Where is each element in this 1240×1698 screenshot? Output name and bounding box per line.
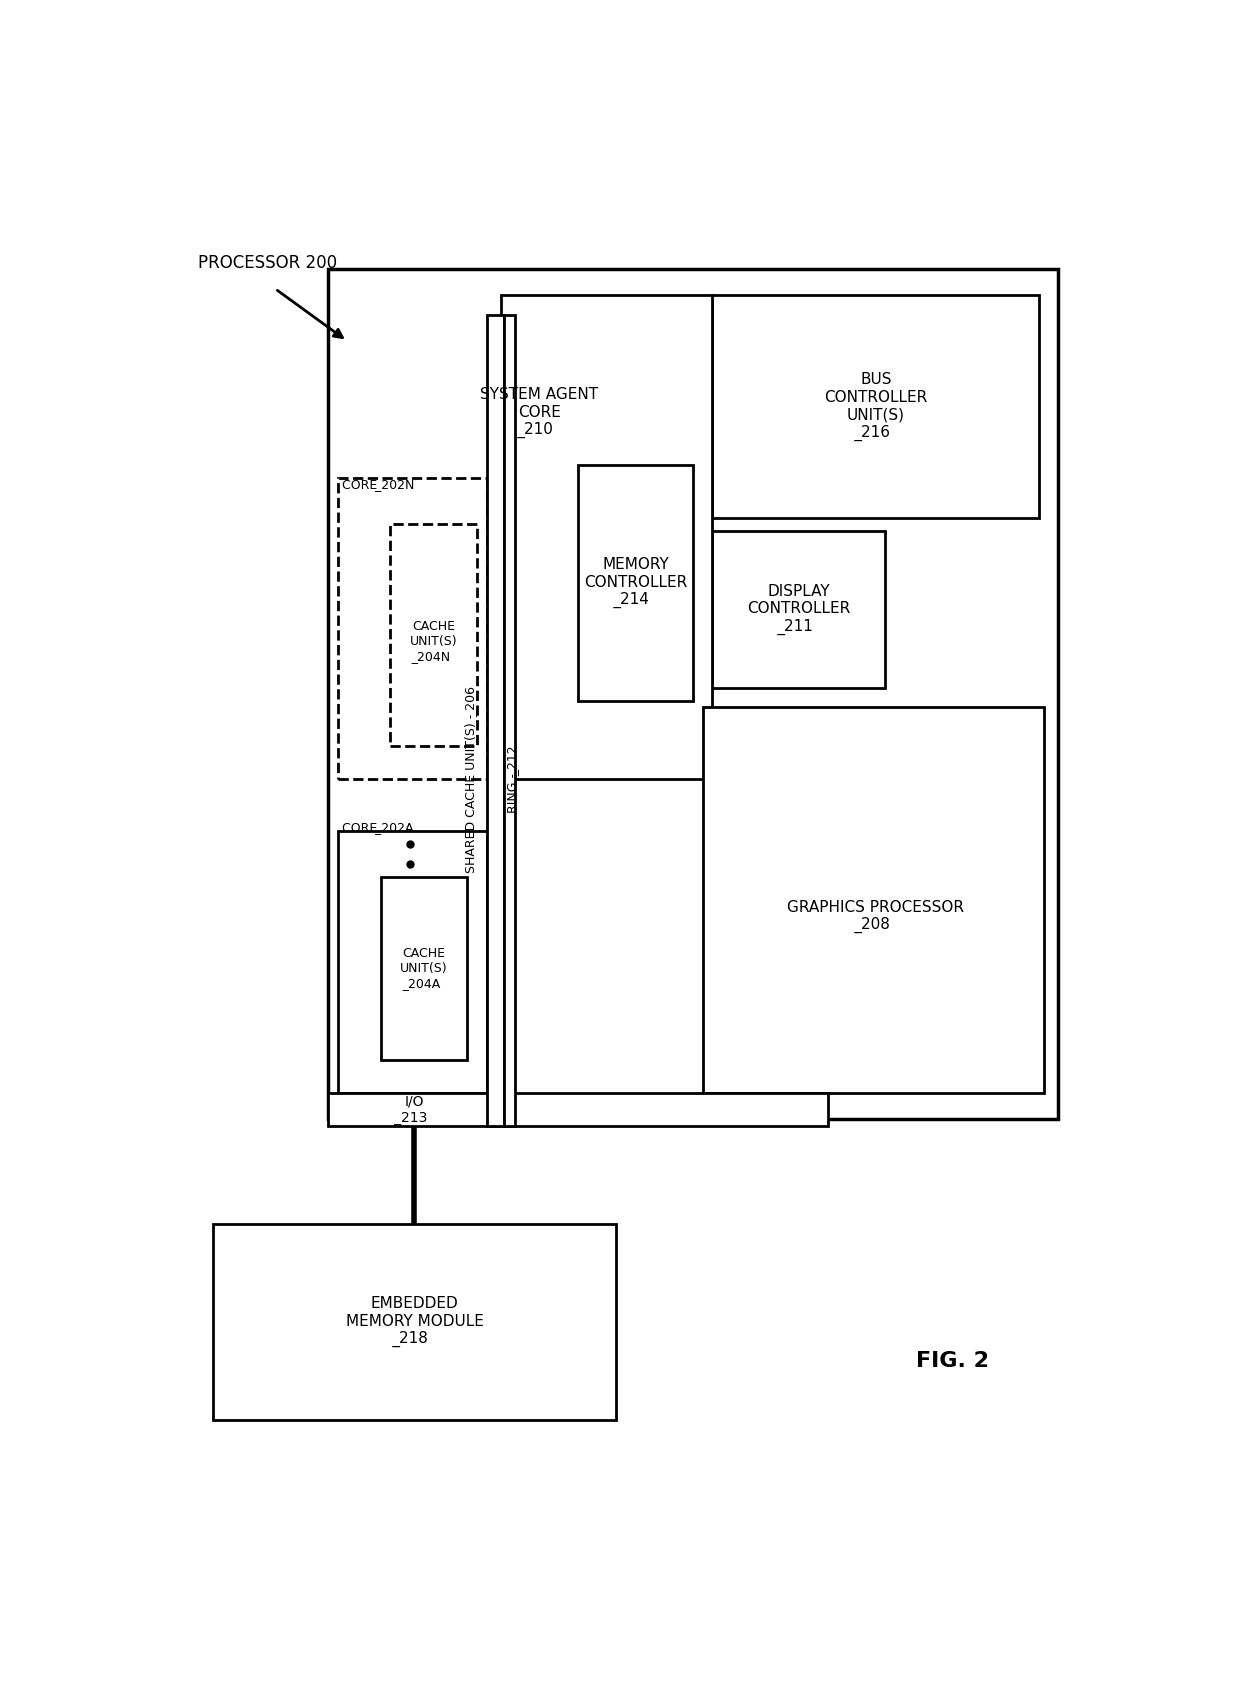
Text: CACHE
UNIT(S)
̲204A: CACHE UNIT(S) ̲204A [401,947,448,990]
Text: SHARED CACHE UNIT(S) - ̲206: SHARED CACHE UNIT(S) - ̲206 [464,686,476,873]
Text: CACHE
UNIT(S)
̲204N: CACHE UNIT(S) ̲204N [410,620,458,664]
Bar [327,270,1059,1119]
Bar [703,706,1044,1094]
Text: I/O
̲213: I/O ̲213 [402,1095,428,1126]
Bar [503,314,516,1126]
Text: CORE ̲202A: CORE ̲202A [342,820,414,834]
Bar [337,832,486,1094]
Text: RING - ̲212: RING - ̲212 [506,745,520,813]
Text: CORE ̲202N: CORE ̲202N [342,479,414,491]
Bar [381,878,467,1060]
Text: BUS
CONTROLLER
UNIT(S)
̲216: BUS CONTROLLER UNIT(S) ̲216 [825,372,928,440]
Text: GRAPHICS PROCESSOR
̲208: GRAPHICS PROCESSOR ̲208 [787,900,965,934]
Bar [578,465,693,701]
Text: MEMORY
CONTROLLER
̲214: MEMORY CONTROLLER ̲214 [584,557,687,608]
Text: PROCESSOR 200: PROCESSOR 200 [198,253,337,272]
Bar [501,295,712,779]
Text: SYSTEM AGENT
CORE
̲210: SYSTEM AGENT CORE ̲210 [480,387,599,438]
Bar [712,295,1039,518]
Bar [712,530,885,688]
Text: DISPLAY
CONTROLLER
̲211: DISPLAY CONTROLLER ̲211 [748,584,851,635]
Bar [337,479,486,779]
Text: EMBEDDED
MEMORY MODULE
̲218: EMBEDDED MEMORY MODULE ̲218 [346,1296,484,1347]
Bar [391,525,477,747]
Bar [213,1224,616,1420]
Bar [486,314,503,1126]
Text: FIG. 2: FIG. 2 [916,1352,990,1370]
Bar [327,1094,828,1126]
